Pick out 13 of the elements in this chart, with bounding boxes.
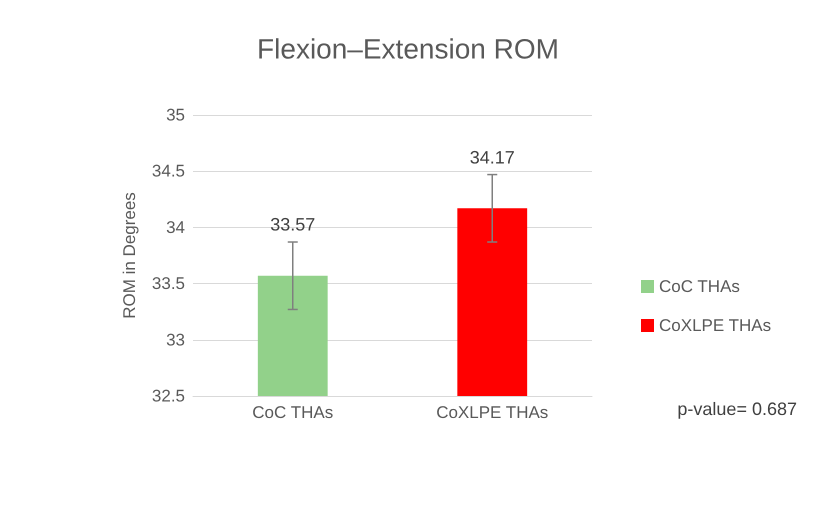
data-label: 34.17 [470, 147, 515, 168]
data-label: 33.57 [270, 214, 316, 235]
legend-label: CoC THAs [659, 277, 740, 296]
y-tick-label: 32.5 [152, 386, 185, 406]
y-tick-label: 35 [166, 106, 185, 124]
chart-title: Flexion–Extension ROM [257, 34, 559, 64]
y-tick-label: 33.5 [152, 274, 185, 294]
text: p-value= 0.687 [677, 399, 797, 419]
y-tick-label: 34.5 [152, 162, 185, 181]
y-tick-label: 33 [166, 330, 185, 350]
y-tick-label: 34 [166, 218, 185, 237]
legend-label: CoXLPE THAs [659, 316, 772, 335]
y-axis-title: ROM in Degrees [120, 192, 139, 319]
